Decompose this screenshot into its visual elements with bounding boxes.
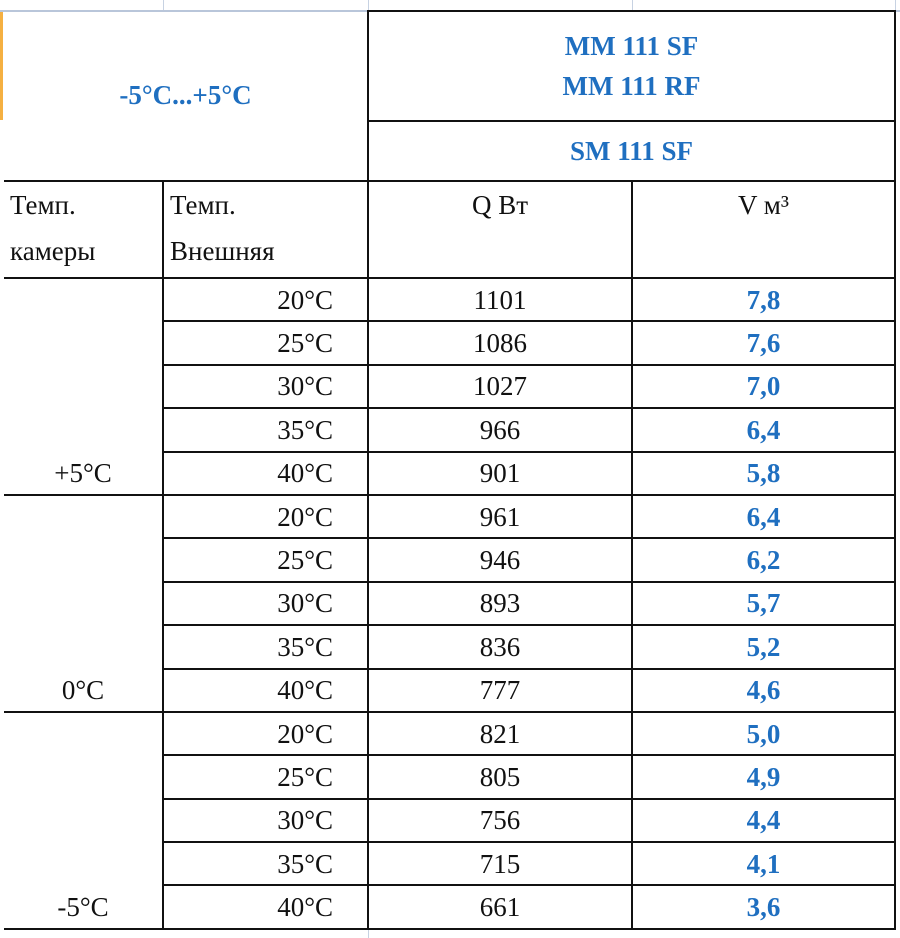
v-cell[interactable]: 7,8 [631, 276, 896, 323]
v-cell[interactable]: 5,0 [631, 710, 896, 757]
q-cell[interactable]: 961 [367, 493, 633, 540]
model-alt[interactable]: SM 111 SF [367, 120, 896, 182]
external-temp-cell[interactable]: 40°C [162, 884, 369, 930]
table-row: 25°C 1086 7,6 [4, 320, 896, 366]
external-temp-cell[interactable]: 30°C [162, 797, 369, 844]
q-cell[interactable]: 1027 [367, 363, 633, 410]
table-row: 40°C 777 4,6 [4, 667, 896, 713]
table-row: 40°C 661 3,6 [4, 884, 896, 930]
v-cell[interactable]: 4,9 [631, 754, 896, 800]
table-row: 25°C 946 6,2 [4, 537, 896, 583]
header-external-temp-line2: Внешняя [170, 236, 275, 266]
table-row: +5°C 20°C 1101 7,8 [4, 276, 896, 496]
v-cell[interactable]: 6,4 [631, 407, 896, 453]
v-cell[interactable]: 5,8 [631, 450, 896, 496]
model-names[interactable]: MM 111 SF MM 111 RF [367, 10, 896, 122]
external-temp-cell[interactable]: 25°C [162, 754, 369, 800]
v-cell[interactable]: 4,6 [631, 667, 896, 713]
v-cell[interactable]: 7,0 [631, 363, 896, 410]
q-cell[interactable]: 901 [367, 450, 633, 496]
external-temp-cell[interactable]: 20°C [162, 493, 369, 540]
q-cell[interactable]: 893 [367, 580, 633, 627]
header-q[interactable]: Q Вт [367, 180, 633, 279]
header-chamber-temp[interactable]: Темп. камеры [4, 180, 164, 279]
q-cell[interactable]: 836 [367, 624, 633, 670]
header-chamber-temp-line1: Темп. [10, 190, 76, 220]
table-row: 25°C 805 4,9 [4, 754, 896, 800]
q-cell[interactable]: 966 [367, 407, 633, 453]
q-cell[interactable]: 1101 [367, 276, 633, 323]
q-cell[interactable]: 756 [367, 797, 633, 844]
q-cell[interactable]: 715 [367, 841, 633, 887]
model-line-1: MM 111 SF [564, 31, 699, 61]
chamber-temp-cell[interactable]: -5°C [4, 710, 164, 930]
v-cell[interactable]: 3,6 [631, 884, 896, 930]
table-row: 35°C 966 6,4 [4, 407, 896, 453]
external-temp-cell[interactable]: 30°C [162, 580, 369, 627]
v-cell[interactable]: 4,4 [631, 797, 896, 844]
external-temp-cell[interactable]: 35°C [162, 624, 369, 670]
q-cell[interactable]: 805 [367, 754, 633, 800]
external-temp-cell[interactable]: 35°C [162, 407, 369, 453]
external-temp-cell[interactable]: 40°C [162, 450, 369, 496]
selection-edge [0, 12, 3, 120]
external-temp-cell[interactable]: 40°C [162, 667, 369, 713]
external-temp-cell[interactable]: 20°C [162, 276, 369, 323]
q-cell[interactable]: 821 [367, 710, 633, 757]
performance-table: -5°C...+5°C MM 111 SF MM 111 RF SM 111 S… [4, 10, 896, 930]
table-row: -5°C 20°C 821 5,0 [4, 710, 896, 930]
table-row: 40°C 901 5,8 [4, 450, 896, 496]
external-temp-cell[interactable]: 25°C [162, 320, 369, 366]
v-cell[interactable]: 6,4 [631, 493, 896, 540]
q-cell[interactable]: 1086 [367, 320, 633, 366]
external-temp-cell[interactable]: 35°C [162, 841, 369, 887]
chamber-temp-cell[interactable]: 0°C [4, 493, 164, 713]
chamber-temp-cell[interactable]: +5°C [4, 277, 164, 496]
v-cell[interactable]: 5,2 [631, 624, 896, 670]
table-row: 30°C 893 5,7 [4, 580, 896, 627]
header-v[interactable]: V м³ [631, 180, 896, 279]
table-row: 35°C 836 5,2 [4, 624, 896, 670]
spreadsheet-gridlines-bottom [0, 930, 900, 938]
table-row: 35°C 715 4,1 [4, 841, 896, 887]
model-line-2: MM 111 RF [562, 71, 701, 101]
header-chamber-temp-line2: камеры [10, 236, 96, 266]
q-cell[interactable]: 777 [367, 667, 633, 713]
v-cell[interactable]: 5,7 [631, 580, 896, 627]
table-row: 30°C 756 4,4 [4, 797, 896, 844]
external-temp-cell[interactable]: 25°C [162, 537, 369, 583]
v-cell[interactable]: 6,2 [631, 537, 896, 583]
header-external-temp[interactable]: Темп. Внешняя [162, 180, 369, 279]
header-external-temp-line1: Темп. [170, 190, 236, 220]
v-cell[interactable]: 4,1 [631, 841, 896, 887]
q-cell[interactable]: 946 [367, 537, 633, 583]
external-temp-cell[interactable]: 20°C [162, 710, 369, 757]
temperature-range[interactable]: -5°C...+5°C [4, 11, 369, 182]
external-temp-cell[interactable]: 30°C [162, 363, 369, 410]
q-cell[interactable]: 661 [367, 884, 633, 930]
table-row: 0°C 20°C 961 6,4 [4, 493, 896, 713]
table-row: 30°C 1027 7,0 [4, 363, 896, 410]
v-cell[interactable]: 7,6 [631, 320, 896, 366]
